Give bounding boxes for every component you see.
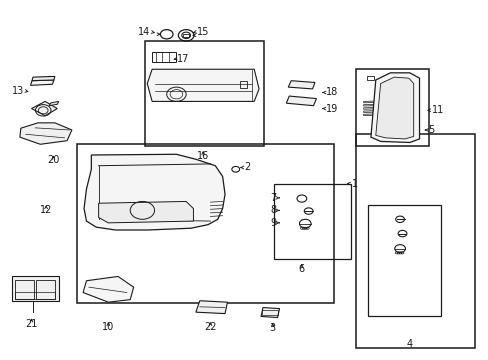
Text: 6: 6 [298, 264, 305, 274]
Text: 3: 3 [269, 323, 275, 333]
Text: 21: 21 [25, 319, 38, 329]
Polygon shape [31, 102, 57, 116]
Polygon shape [287, 81, 314, 89]
Bar [15, 280, 34, 298]
Polygon shape [84, 154, 224, 230]
Polygon shape [286, 96, 316, 106]
Bar [273, 184, 351, 258]
Polygon shape [196, 301, 227, 314]
Text: 13: 13 [12, 86, 24, 96]
Text: 14: 14 [138, 27, 150, 37]
Polygon shape [49, 102, 59, 106]
Bar [15, 292, 55, 298]
Text: 8: 8 [270, 205, 276, 215]
Polygon shape [363, 110, 394, 112]
Text: 17: 17 [177, 54, 189, 64]
Bar [183, 33, 189, 37]
Polygon shape [261, 307, 279, 318]
Text: 19: 19 [325, 104, 338, 113]
Polygon shape [83, 276, 133, 302]
Bar [36, 280, 55, 298]
Polygon shape [147, 69, 259, 102]
Text: 1: 1 [351, 179, 357, 189]
Polygon shape [363, 113, 394, 116]
Bar [144, 41, 264, 146]
Text: 2: 2 [244, 162, 250, 172]
Polygon shape [370, 73, 419, 143]
Text: 20: 20 [47, 156, 60, 165]
Text: 7: 7 [270, 193, 276, 203]
Text: 5: 5 [427, 125, 434, 135]
Text: 15: 15 [197, 27, 209, 37]
Polygon shape [99, 202, 193, 223]
Polygon shape [363, 104, 394, 106]
Bar [239, 81, 246, 88]
Polygon shape [375, 77, 413, 139]
Bar [366, 76, 373, 80]
Polygon shape [20, 123, 72, 144]
Polygon shape [30, 80, 54, 85]
Bar [368, 205, 441, 316]
Bar [356, 69, 428, 146]
Polygon shape [12, 276, 59, 301]
Polygon shape [363, 100, 394, 103]
Bar [152, 52, 176, 62]
Text: 12: 12 [40, 205, 52, 215]
Text: 18: 18 [325, 87, 338, 98]
Bar [356, 134, 474, 348]
Text: 10: 10 [102, 322, 114, 332]
Text: 16: 16 [197, 151, 209, 161]
Text: 9: 9 [270, 218, 276, 228]
Polygon shape [32, 76, 55, 81]
Text: 4: 4 [406, 339, 412, 349]
Bar [77, 144, 334, 303]
Text: 22: 22 [204, 322, 216, 332]
Bar [262, 310, 277, 315]
Polygon shape [363, 107, 394, 109]
Text: 11: 11 [431, 105, 443, 115]
